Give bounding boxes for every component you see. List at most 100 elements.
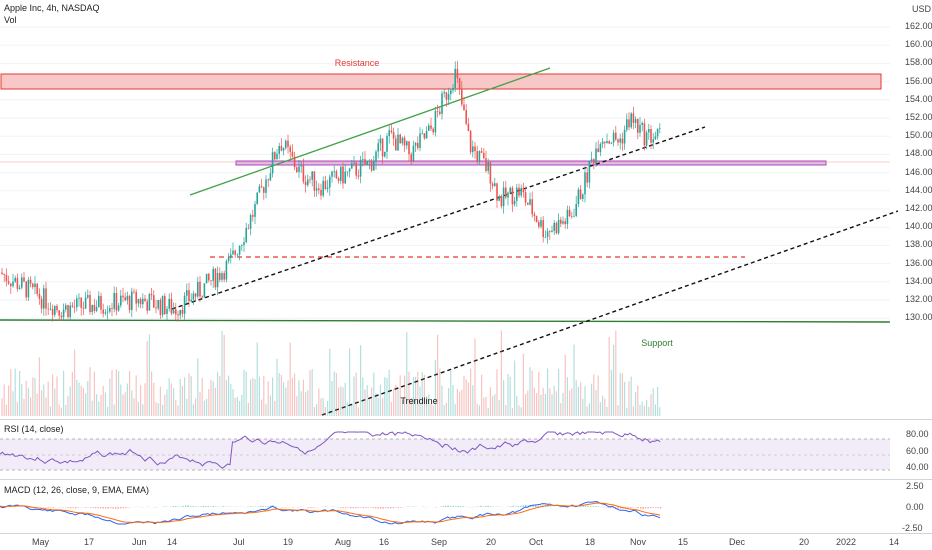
pane-separator[interactable] (0, 479, 932, 480)
volume-bar (483, 397, 485, 416)
macd-hist-bar (377, 507, 379, 509)
volume-bars (1, 330, 661, 416)
candle-body (318, 188, 320, 190)
time-tick-label: 14 (167, 537, 178, 547)
volume-bar (331, 381, 333, 416)
trendline-dashed[interactable] (321, 210, 899, 416)
candle-body (313, 171, 316, 191)
volume-bar (126, 383, 128, 416)
volume-bar (577, 386, 579, 416)
volume-bar (569, 390, 571, 416)
macd-hist-bar (342, 507, 344, 509)
volume-legend[interactable]: Vol (4, 15, 17, 25)
volume-bar (404, 375, 406, 416)
macd-hist-bar (127, 507, 129, 508)
macd-hist-bar (187, 505, 189, 507)
volume-bar (544, 393, 546, 416)
macd-hist-bar (617, 507, 619, 509)
candle-body (247, 228, 250, 229)
candle-body (113, 293, 115, 309)
candle-body (144, 298, 146, 302)
candle-body (302, 165, 305, 182)
volume-bar (591, 383, 593, 416)
rsi-legend[interactable]: RSI (14, close) (4, 424, 64, 434)
candle-body (54, 305, 56, 315)
candle-body (505, 187, 507, 198)
candle-body (133, 291, 135, 293)
macd-line[interactable] (0, 501, 661, 525)
macd-chart[interactable] (0, 480, 932, 534)
rsi-chart[interactable] (0, 420, 932, 480)
candle-body (179, 309, 181, 316)
chart-symbol-title[interactable]: Apple Inc, 4h, NASDAQ (4, 3, 100, 13)
candle-body (212, 268, 214, 281)
candle-body (500, 196, 503, 207)
macd-hist-bar (267, 506, 269, 507)
volume-bar (175, 399, 177, 416)
volume-bar (617, 405, 619, 416)
candle-body (577, 189, 580, 205)
candle-body (3, 273, 5, 275)
volume-bar (208, 389, 210, 416)
volume-bar (164, 394, 166, 416)
macd-hist-bar (200, 506, 202, 507)
candle-body (555, 222, 558, 234)
volume-bar (296, 396, 298, 416)
volume-bar (393, 389, 395, 416)
volume-bar (415, 376, 417, 416)
volume-bar (459, 391, 461, 416)
volume-bar (329, 348, 331, 416)
candle-body (401, 137, 404, 144)
volume-bar (465, 379, 467, 416)
volume-bar (373, 372, 375, 416)
volume-bar (8, 385, 10, 416)
price-tick-label: 132.00 (905, 294, 932, 304)
candle-body (579, 189, 582, 199)
rsi-line[interactable] (0, 431, 661, 469)
candle-body (562, 221, 564, 224)
resistance-zone[interactable] (0, 73, 882, 90)
candlesticks[interactable] (1, 60, 661, 322)
volume-bar (588, 403, 590, 416)
candle-body (168, 298, 170, 309)
volume-bar (166, 389, 168, 416)
candle-body (465, 110, 467, 124)
macd-legend[interactable]: MACD (12, 26, close, 9, EMA, EMA) (4, 485, 150, 495)
macd-hist-bar (355, 507, 357, 509)
volume-bar (232, 389, 234, 416)
time-axis-separator (0, 533, 932, 534)
volume-bar (511, 407, 513, 416)
support-line[interactable] (0, 319, 891, 323)
volume-bar (309, 370, 311, 416)
volume-bar (527, 390, 529, 416)
candle-body (588, 161, 591, 183)
volume-bar (219, 376, 221, 416)
rising-resistance-line[interactable] (189, 67, 551, 196)
macd-signal-line[interactable] (0, 502, 661, 524)
macd-hist-bar (627, 507, 629, 509)
volume-bar (34, 378, 36, 416)
candle-body (199, 281, 201, 297)
channel-upper-dashed-line[interactable] (171, 126, 706, 310)
volume-bar (230, 384, 232, 416)
rsi-tick-label: 60.00 (906, 446, 929, 456)
pivot-zone[interactable] (235, 160, 827, 166)
volume-bar (507, 373, 509, 416)
candle-body (599, 143, 602, 153)
candle-body (18, 287, 21, 289)
pane-separator[interactable] (0, 419, 932, 420)
volume-bar (87, 380, 89, 416)
candle-body (137, 299, 140, 304)
candle-body (155, 307, 157, 309)
volume-bar (16, 401, 18, 416)
candle-body (595, 148, 597, 164)
candle-body (183, 295, 186, 314)
price-tick-label: 146.00 (905, 166, 932, 177)
volume-bar (203, 400, 205, 416)
candle-body (71, 305, 74, 307)
candle-body (56, 305, 58, 311)
volume-bar (654, 404, 656, 416)
candle-body (366, 161, 368, 166)
macd-hist-bar (352, 507, 354, 509)
price-chart[interactable]: Resistance Support Trendline (0, 0, 932, 420)
